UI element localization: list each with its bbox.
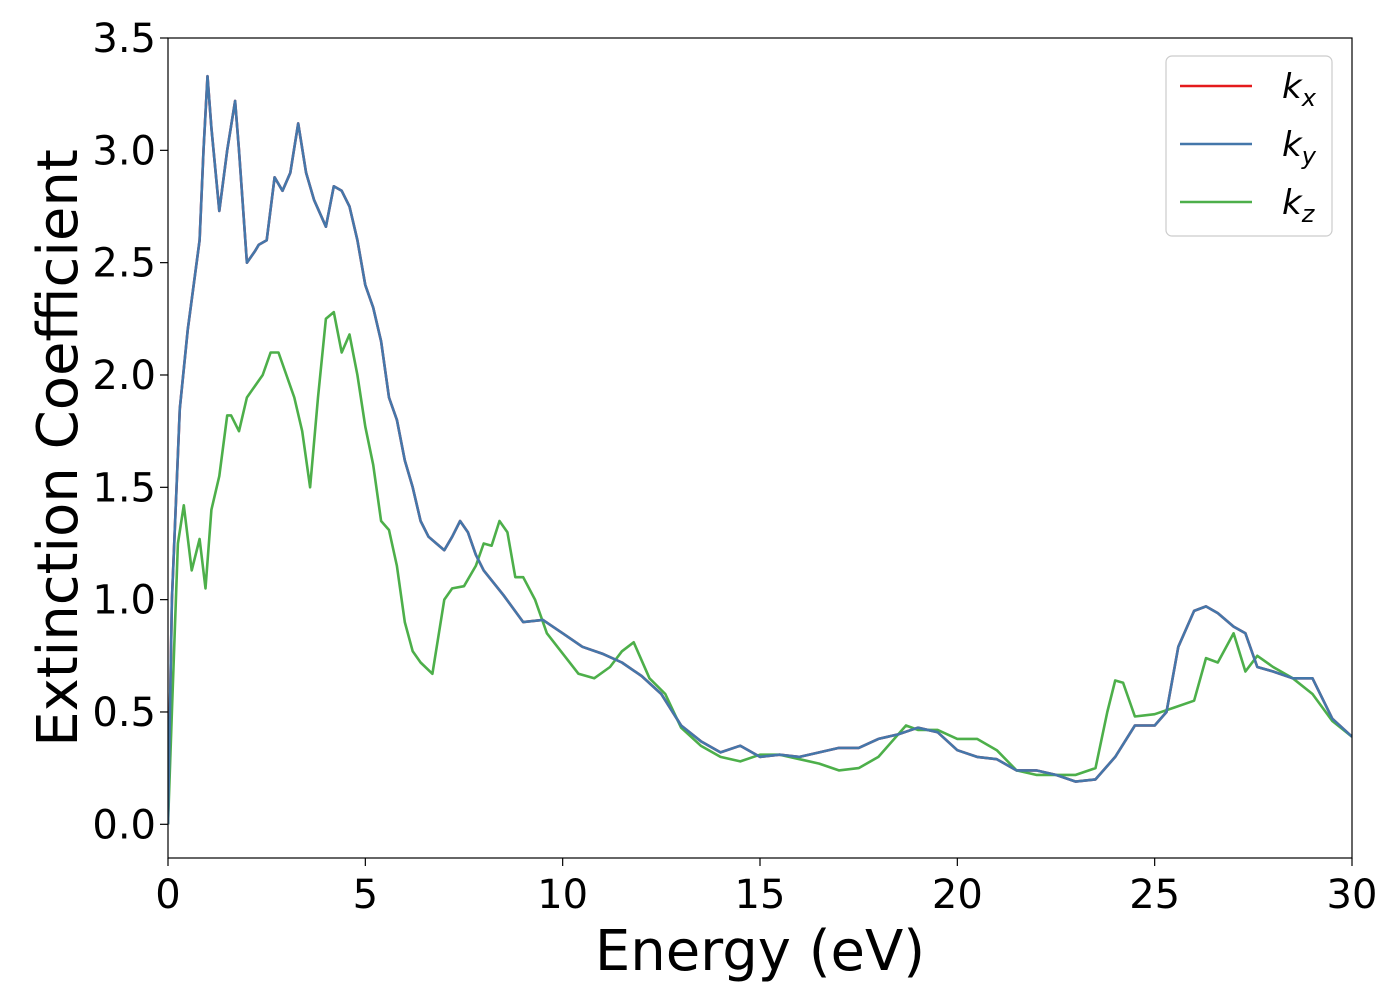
y-tick-label: 2.5	[92, 241, 156, 287]
x-tick-label: 15	[735, 872, 786, 918]
series-line-z	[168, 310, 1352, 825]
legend-label-y: ky	[1282, 125, 1317, 170]
y-tick-label: 2.0	[92, 353, 156, 399]
x-tick-label: 20	[932, 872, 983, 918]
y-tick-label: 3.5	[92, 16, 156, 62]
y-tick-label: 1.5	[92, 465, 156, 511]
y-tick-label: 0.0	[92, 802, 156, 848]
series-line-y	[168, 74, 1352, 825]
y-axis-title: Extinction Coefficient	[26, 149, 91, 747]
x-tick-label: 25	[1129, 872, 1180, 918]
series-layer	[168, 74, 1352, 825]
x-tick-label: 30	[1327, 872, 1378, 918]
legend: kx ky kz	[1165, 55, 1333, 237]
x-axis-title: Energy (eV)	[595, 919, 925, 984]
y-tick-label: 1.0	[92, 578, 156, 624]
ticks-layer: 0 5 10 15 20 25 30 0.0 0.5 1.0 1.5 2.0 2.5 3.0 3.5	[92, 16, 1377, 918]
y-tick-label: 3.0	[92, 128, 156, 174]
legend-label-x: kx	[1282, 67, 1317, 112]
legend-label-z: kz	[1282, 183, 1316, 228]
y-tick-label: 0.5	[92, 690, 156, 736]
plot-area: 0 5 10 15 20 25 30 0.0 0.5 1.0 1.5 2.0 2.5 3.0 3.5	[92, 16, 1377, 918]
x-tick-label: 5	[353, 872, 378, 918]
legend-box	[1165, 55, 1333, 237]
x-tick-label: 0	[155, 872, 180, 918]
x-tick-label: 10	[537, 872, 588, 918]
